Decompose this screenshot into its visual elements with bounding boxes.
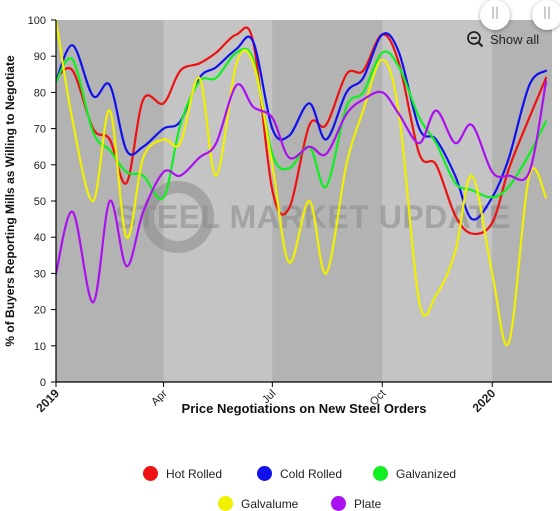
- legend-swatch: [218, 496, 233, 511]
- y-tick-label: 40: [34, 232, 46, 244]
- series-line-galvalume: [56, 20, 548, 346]
- series-line-galvanized: [56, 47, 548, 201]
- legend-swatch: [331, 496, 346, 511]
- legend-item-cold-rolled[interactable]: Cold Rolled: [257, 466, 342, 481]
- y-tick-label: 90: [34, 51, 46, 63]
- legend-swatch: [257, 466, 272, 481]
- plot-band: [163, 20, 273, 382]
- y-tick-label: 50: [34, 196, 46, 208]
- scroll-left-button[interactable]: ||: [480, 0, 510, 30]
- y-tick-label: 60: [34, 160, 46, 172]
- show-all-label: Show all: [490, 31, 540, 47]
- series-line-plate: [56, 80, 548, 304]
- legend-item-hot-rolled[interactable]: Hot Rolled: [143, 466, 222, 481]
- scroll-handle-icon: ||: [490, 5, 500, 19]
- x-axis-title: Price Negotiations on New Steel Orders: [181, 401, 427, 416]
- y-tick-label: 30: [34, 268, 46, 280]
- y-tick-label: 10: [34, 341, 46, 353]
- legend-label: Plate: [354, 496, 382, 511]
- legend-label: Cold Rolled: [280, 466, 343, 481]
- y-tick-label: 70: [34, 124, 46, 136]
- series-lines: [56, 20, 548, 346]
- legend-swatch: [143, 466, 158, 481]
- plot-band: [382, 20, 493, 382]
- legend-label: Galvanized: [396, 466, 457, 481]
- y-tick-label: 20: [34, 305, 46, 317]
- y-tick-label: 100: [28, 15, 46, 27]
- legend-item-galvalume[interactable]: Galvalume: [218, 496, 298, 511]
- legend-label: Galvalume: [241, 496, 299, 511]
- watermark-swoosh: [142, 181, 214, 253]
- show-all-button[interactable]: Show all: [466, 29, 539, 49]
- scroll-handle-icon: ||: [542, 5, 552, 19]
- y-tick-label: 80: [34, 87, 46, 99]
- legend-swatch: [373, 466, 388, 481]
- legend-label: Hot Rolled: [166, 466, 223, 481]
- y-axis-title: % of Buyers Reporting Mills as Willing t…: [3, 55, 17, 347]
- zoom-out-icon: [467, 31, 484, 48]
- legend-item-plate[interactable]: Plate: [331, 496, 381, 511]
- legend-item-galvanized[interactable]: Galvanized: [373, 466, 456, 481]
- y-tick-label: 0: [40, 377, 46, 389]
- scroll-right-button[interactable]: ||: [532, 0, 560, 30]
